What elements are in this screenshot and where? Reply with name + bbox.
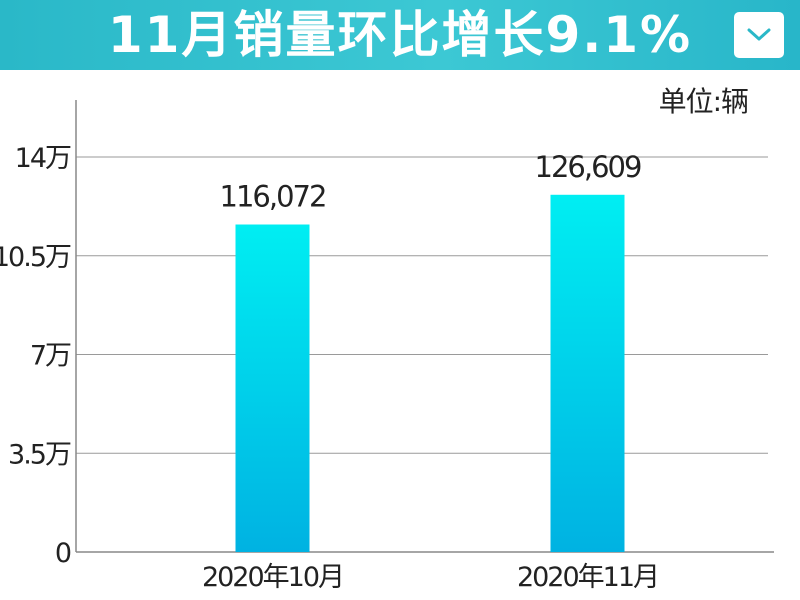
dropdown-button[interactable] — [734, 12, 784, 58]
data-label: 116,072 — [220, 180, 326, 214]
data-label: 126,609 — [535, 150, 641, 184]
bar — [235, 224, 310, 552]
page-title: 11月销量环比增长9.1% — [107, 6, 693, 64]
title-banner: 11月销量环比增长9.1% — [0, 0, 800, 70]
y-tick-label: 10.5万 — [0, 242, 71, 273]
y-tick-label: 0 — [55, 538, 71, 569]
x-tick-label: 2020年10月 — [202, 562, 343, 593]
x-tick-label: 2020年11月 — [517, 562, 658, 593]
chevron-down-icon — [747, 28, 771, 41]
y-tick-label: 14万 — [15, 143, 71, 174]
unit-label: 单位:辆 — [658, 85, 749, 118]
bar — [550, 194, 625, 553]
y-tick-label: 3.5万 — [8, 439, 71, 470]
y-tick-label: 7万 — [30, 341, 71, 372]
